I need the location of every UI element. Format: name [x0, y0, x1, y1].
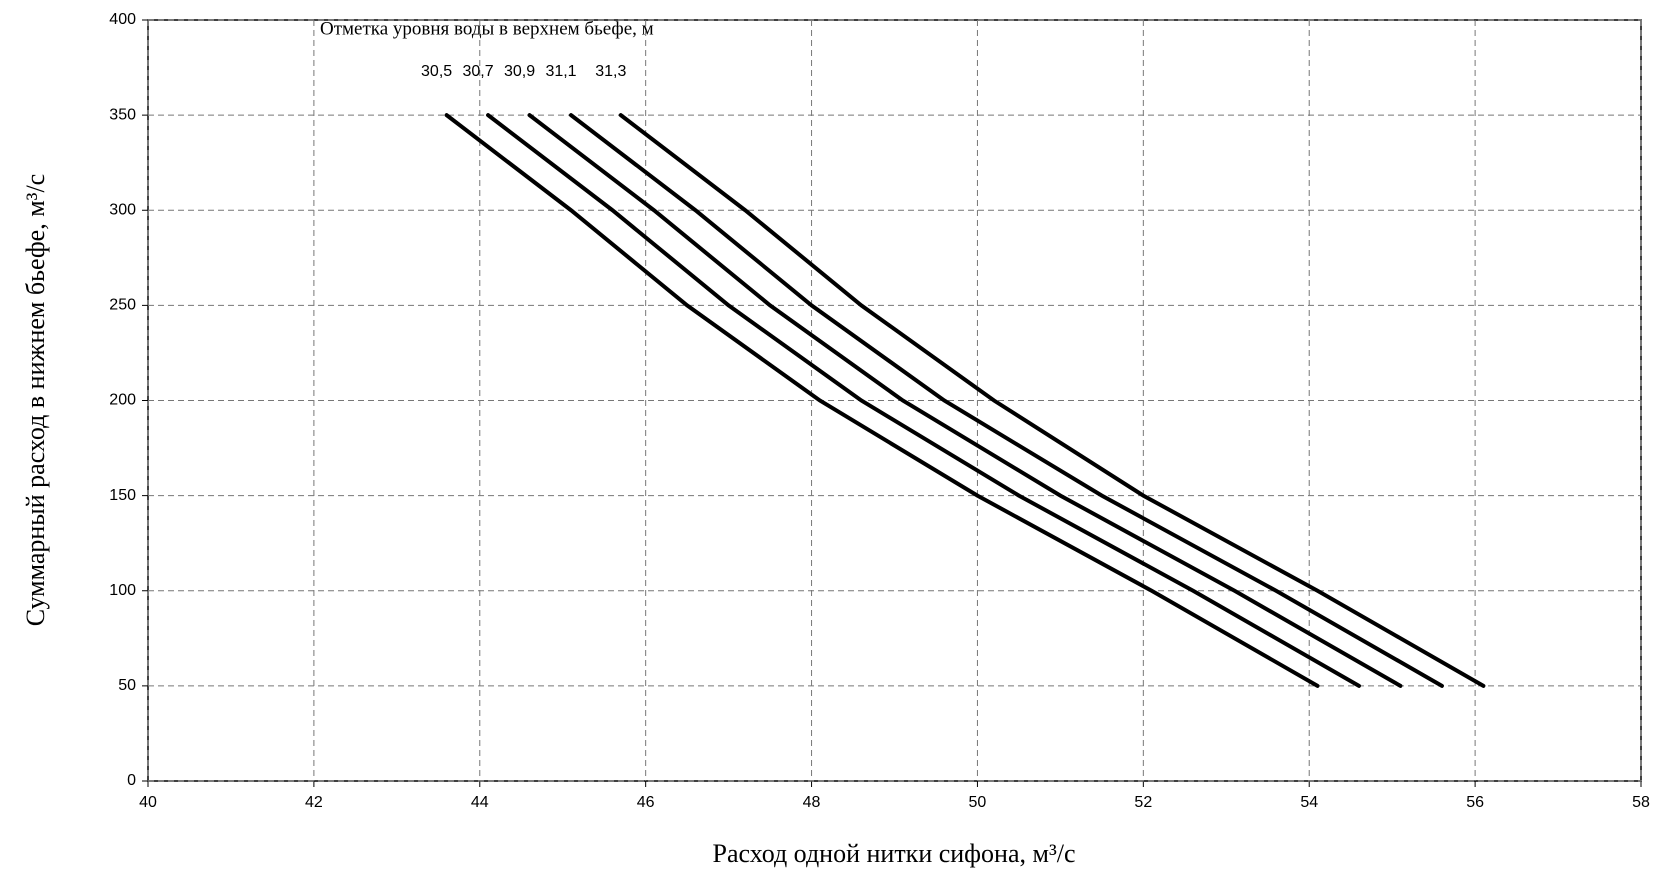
x-tick-label: 40 — [139, 794, 157, 811]
series-label: 31,3 — [595, 63, 626, 80]
x-tick-label: 50 — [969, 794, 987, 811]
y-tick-label: 150 — [109, 487, 136, 504]
series-line — [527, 113, 1403, 688]
x-tick-label: 52 — [1134, 794, 1152, 811]
x-tick-label: 58 — [1632, 794, 1650, 811]
series-line — [444, 113, 1320, 688]
series-line — [569, 113, 1444, 688]
y-tick-label: 300 — [109, 201, 136, 218]
y-tick-label: 250 — [109, 297, 136, 314]
x-tick-label: 42 — [305, 794, 323, 811]
x-tick-label: 56 — [1466, 794, 1484, 811]
series-label: 30,7 — [463, 63, 494, 80]
series-label: 30,9 — [504, 63, 535, 80]
x-axis-title: Расход одной нитки сифона, м³/с — [713, 839, 1076, 868]
x-tick-label: 48 — [803, 794, 821, 811]
series-label: 30,5 — [421, 63, 452, 80]
y-tick-label: 0 — [127, 772, 136, 789]
series-label: 31,1 — [545, 63, 576, 80]
y-tick-label: 200 — [109, 392, 136, 409]
series-line — [618, 113, 1486, 688]
x-tick-label: 54 — [1300, 794, 1318, 811]
y-axis-title: Суммарный расход в нижнем бьефе, м³/с — [21, 174, 50, 626]
y-tick-label: 100 — [109, 582, 136, 599]
x-tick-label: 44 — [471, 794, 489, 811]
y-tick-label: 50 — [118, 677, 136, 694]
annotation: Отметка уровня воды в верхнем бьефе, м — [320, 18, 654, 39]
series-line — [486, 113, 1361, 688]
x-tick-label: 46 — [637, 794, 655, 811]
y-tick-label: 400 — [109, 11, 136, 28]
y-tick-label: 350 — [109, 106, 136, 123]
